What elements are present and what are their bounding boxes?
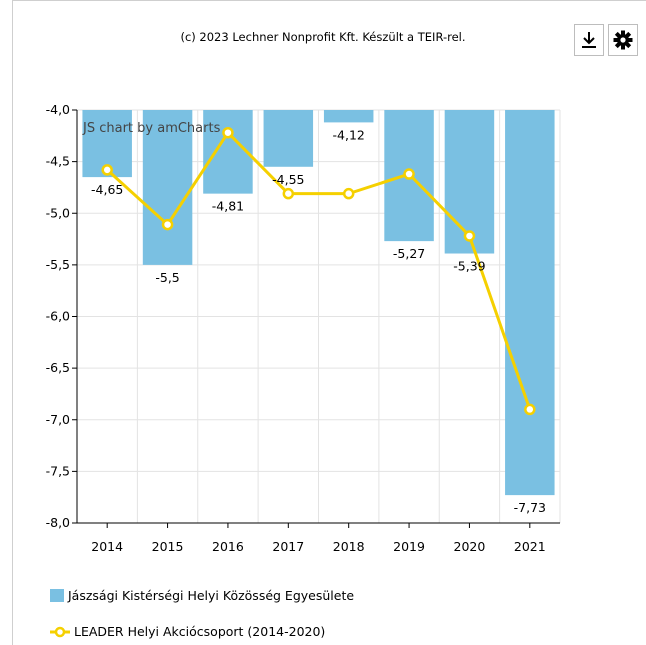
bar (505, 110, 555, 496)
y-tick-label: -7,0 (46, 412, 70, 427)
x-tick-label: 2020 (454, 539, 486, 554)
legend-label-bar: Jászsági Kistérségi Helyi Közösség Egyes… (68, 588, 355, 603)
amcharts-watermark: JS chart by amCharts (82, 121, 221, 136)
line-point (342, 187, 355, 200)
y-tick-label: -6,0 (46, 309, 70, 324)
y-tick-label: -7,5 (46, 463, 70, 478)
download-button[interactable] (574, 24, 604, 56)
data-labels: -4,65 -5,5 -4,81 -4,55 -4,12 -5,27 -5,39 -7,73 (91, 127, 546, 515)
x-tick-label: 2019 (393, 539, 425, 554)
line-point (403, 168, 415, 180)
bar (444, 110, 495, 254)
bar-series (82, 110, 555, 496)
chart-frame (12, 0, 646, 645)
x-tick-label: 2014 (91, 539, 123, 554)
bar-data-label: -4,81 (212, 199, 244, 214)
bar-data-label: -5,5 (155, 270, 179, 285)
bar (323, 110, 374, 123)
bar (142, 110, 193, 265)
bar-data-label: -4,55 (272, 172, 304, 187)
line-path (106, 131, 532, 410)
x-tick-label: 2016 (212, 539, 244, 554)
line-point (222, 126, 234, 139)
bar (263, 110, 314, 167)
bar (203, 110, 253, 194)
credit-text: (c) 2023 Lechner Nonprofit Kft. Készült … (180, 30, 466, 44)
legend-item-line-series[interactable]: LEADER Helyi Akciócsoport (2014-2020) (50, 624, 325, 639)
bar-swatch (50, 589, 64, 602)
bar-data-label: -7,73 (514, 500, 546, 515)
line-point (524, 403, 536, 416)
y-tick-label: -8,0 (46, 515, 70, 530)
bar-line-chart: JS chart by amCharts -4,65 -5,5 -4,81 -4,55… (46, 102, 561, 554)
x-tick-label: 2017 (272, 539, 304, 554)
y-tick-label: -5,0 (46, 205, 70, 220)
bar-data-label: -5,27 (393, 246, 425, 261)
gear-icon (613, 30, 633, 50)
line-point (101, 164, 113, 176)
x-tick-label: 2018 (333, 539, 365, 554)
settings-button[interactable] (608, 24, 638, 56)
line-point (161, 218, 174, 231)
tick-labels: -4,0 -4,5 -5,0 -5,5 -6,0 -6,5 -7,0 -7,5 -8,0 2014… (46, 102, 546, 554)
x-tick-label: 2021 (514, 539, 546, 554)
axes (72, 109, 560, 528)
y-tick-label: -4,0 (46, 102, 70, 117)
line-series (101, 126, 536, 416)
line-point (463, 230, 476, 242)
bar-data-label: -4,12 (333, 127, 365, 142)
y-tick-label: -4,5 (46, 154, 70, 169)
bar-data-label: -4,65 (91, 182, 123, 197)
line-swatch (50, 626, 70, 637)
x-tick-label: 2015 (152, 539, 184, 554)
download-icon (582, 32, 596, 48)
legend-item-bar-series[interactable]: Jászsági Kistérségi Helyi Közösség Egyes… (50, 588, 354, 603)
y-tick-label: -5,5 (46, 257, 70, 272)
bar-data-label: -5,39 (453, 259, 485, 274)
y-tick-label: -6,5 (46, 360, 70, 375)
legend-label-line: LEADER Helyi Akciócsoport (2014-2020) (74, 624, 326, 639)
line-point (282, 187, 295, 200)
